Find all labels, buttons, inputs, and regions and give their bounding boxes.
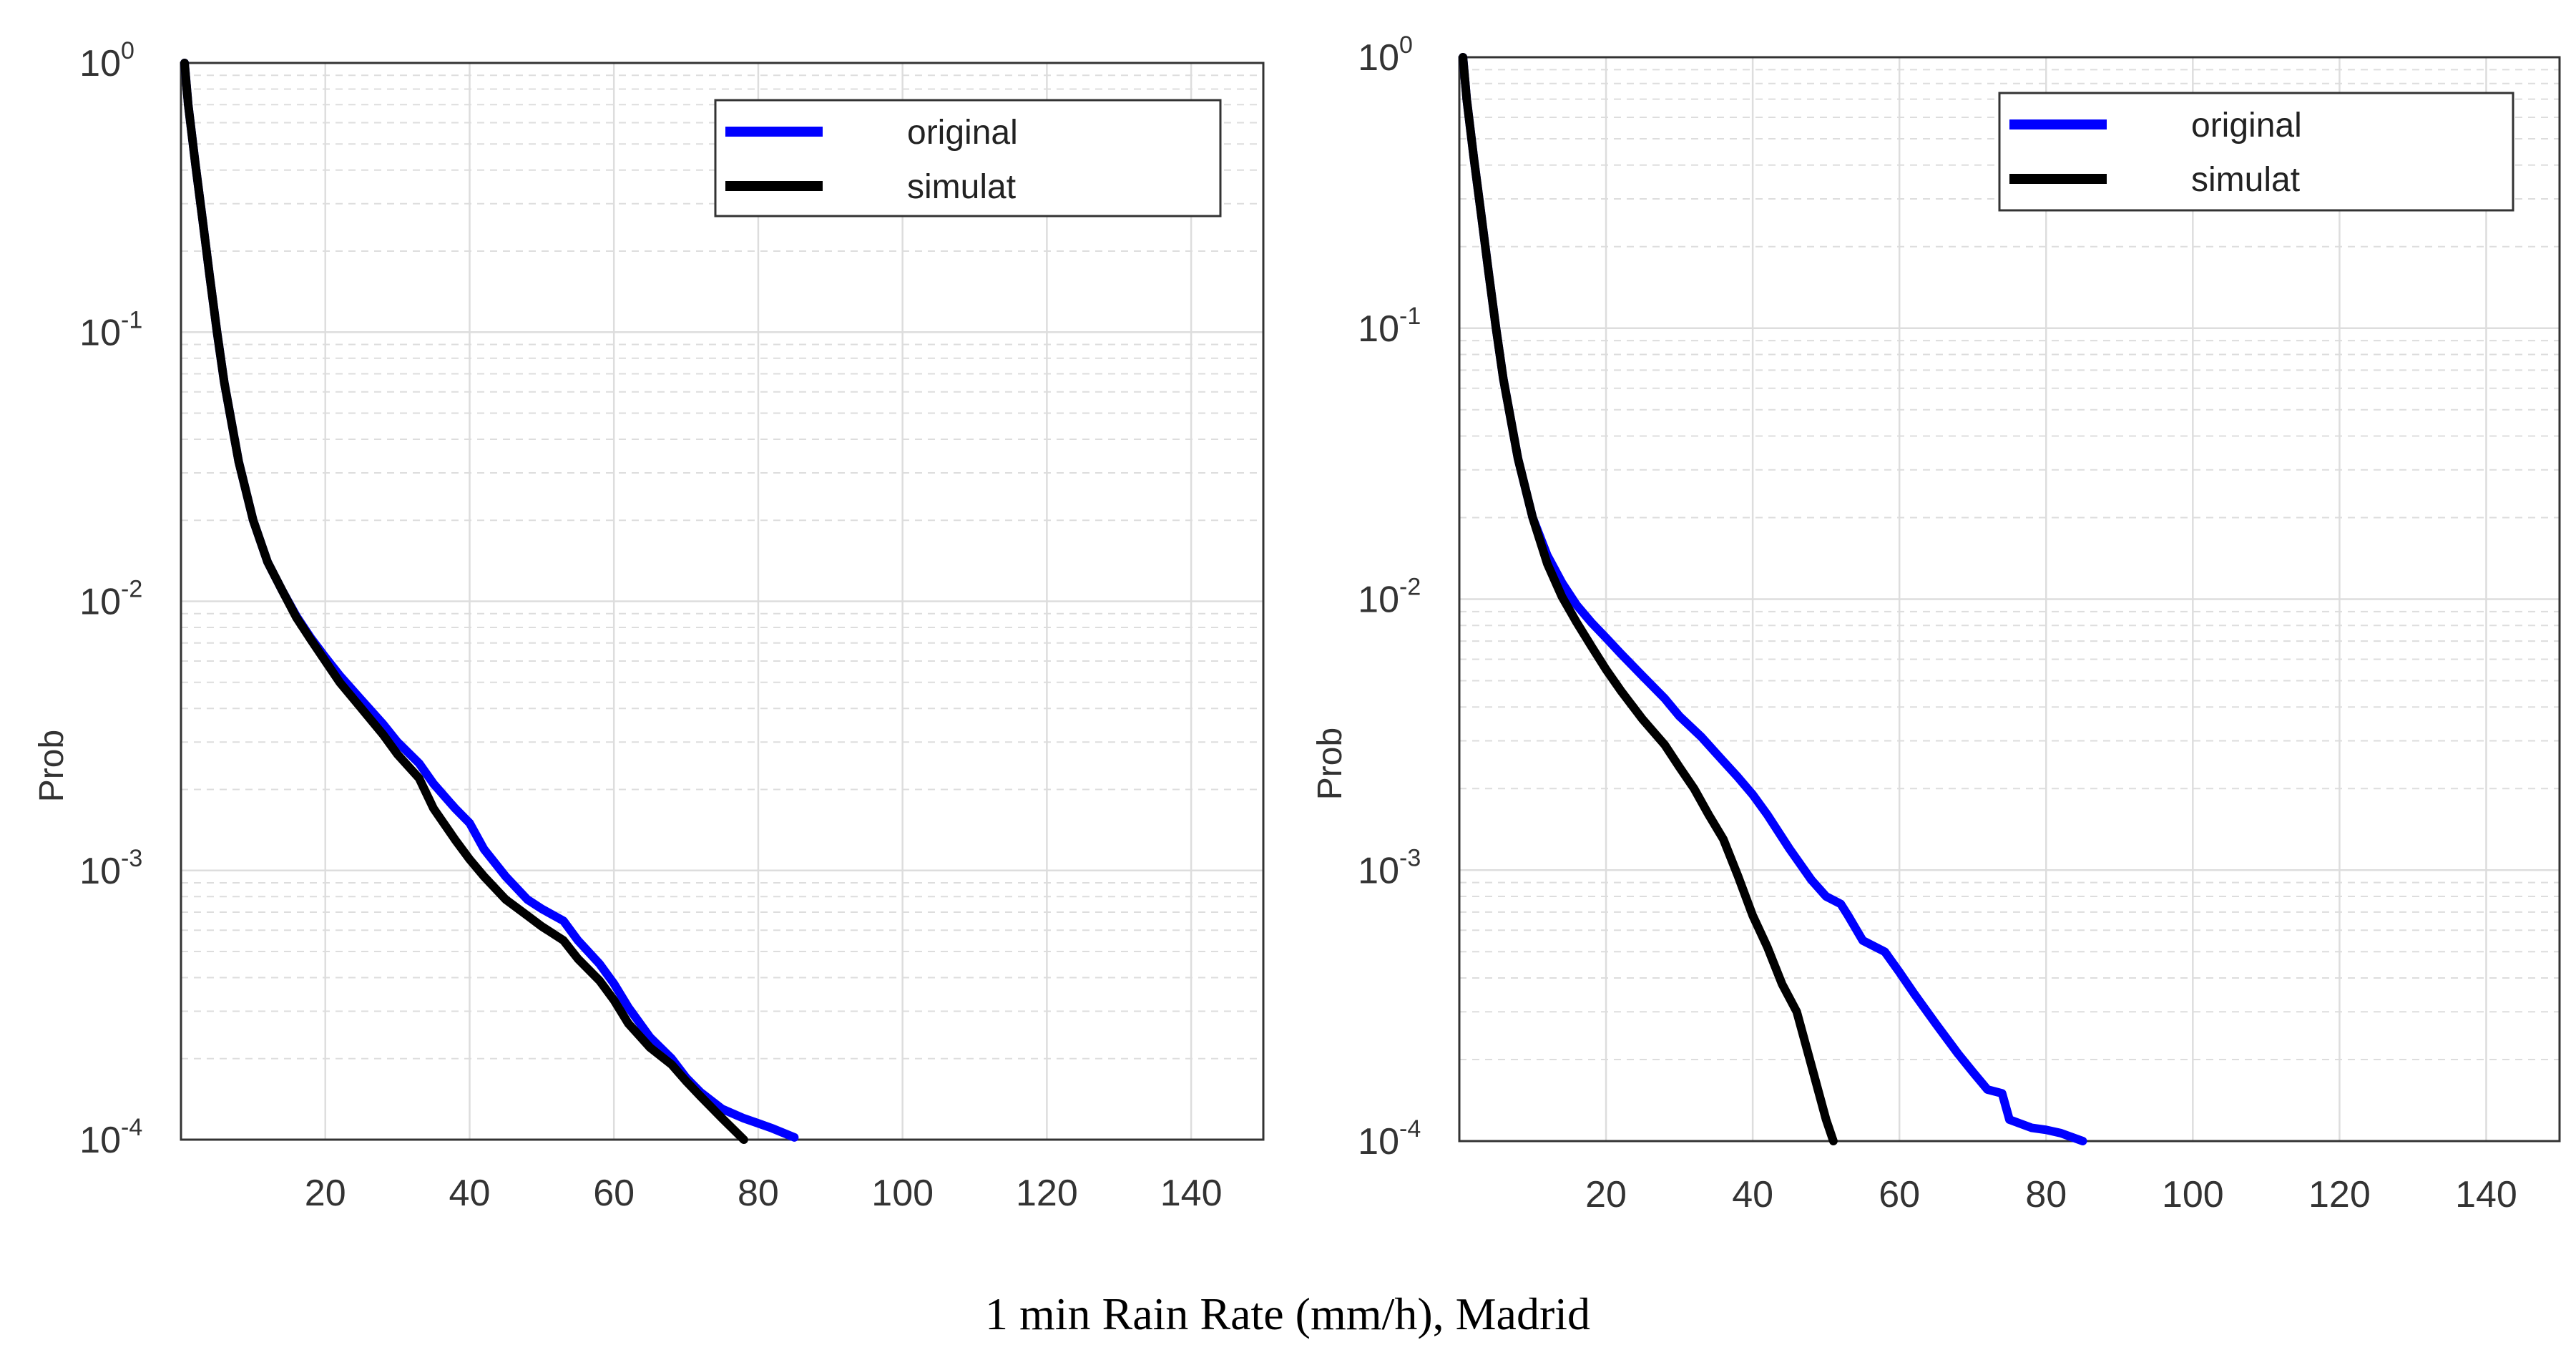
y-tick-label: 10 <box>79 851 121 892</box>
y-tick-exponent: -3 <box>1399 844 1421 871</box>
x-tick-label: 140 <box>1160 1173 1223 1214</box>
y-tick-exponent: -2 <box>121 576 142 603</box>
legend-box <box>714 99 1222 217</box>
legend-label-simulat: simulat <box>907 168 1016 206</box>
y-tick-label: 10 <box>1358 850 1399 891</box>
legend: original simulat <box>714 99 1222 217</box>
legend-label-original: original <box>907 114 1018 152</box>
x-tick-label: 100 <box>2162 1174 2224 1215</box>
legend-label-simulat: simulat <box>2191 161 2300 199</box>
y-tick-label: 10 <box>1358 37 1399 79</box>
grid <box>181 62 1263 1141</box>
axes-frame <box>180 62 1265 1141</box>
y-tick-label: 10 <box>79 43 121 84</box>
x-tick-label: 80 <box>738 1173 779 1214</box>
series-line-simulat <box>180 59 748 1144</box>
y-tick-exponent: -4 <box>1399 1115 1421 1143</box>
y-axis-label: Prob <box>33 730 71 802</box>
y-tick-exponent: -1 <box>1399 303 1421 330</box>
axes-frame <box>1458 56 2561 1143</box>
x-tick-label: 120 <box>1016 1173 1078 1214</box>
x-tick-label: 140 <box>2455 1174 2517 1215</box>
x-tick-label: 100 <box>871 1173 934 1214</box>
y-tick-exponent: 0 <box>121 37 134 64</box>
x-tick-label: 20 <box>1585 1174 1627 1215</box>
legend-box <box>1998 92 2514 212</box>
y-tick-label: 10 <box>79 582 121 623</box>
y-tick-label: 10 <box>1358 308 1399 350</box>
x-tick-label: 60 <box>1879 1174 1920 1215</box>
x-tick-label: 40 <box>449 1173 491 1214</box>
figure-caption: 1 min Rain Rate (mm/h), Madrid <box>985 1288 1590 1339</box>
legend: original simulat <box>1998 92 2514 212</box>
x-tick-label: 80 <box>2025 1174 2067 1215</box>
y-tick-exponent: -2 <box>1399 574 1421 601</box>
y-tick-exponent: -3 <box>121 845 142 872</box>
x-tick-label: 120 <box>2308 1174 2371 1215</box>
y-tick-label: 10 <box>1358 1121 1399 1163</box>
y-tick-label: 10 <box>1358 579 1399 621</box>
series-line-simulat <box>1459 53 1838 1145</box>
y-tick-label: 10 <box>79 312 121 353</box>
y-tick-exponent: -4 <box>121 1114 142 1141</box>
legend-label-original: original <box>2191 107 2302 145</box>
y-tick-exponent: 0 <box>1399 31 1413 59</box>
x-tick-label: 60 <box>593 1173 635 1214</box>
y-tick-exponent: -1 <box>121 306 142 333</box>
y-tick-label: 10 <box>79 1120 121 1161</box>
y-axis-label: Prob <box>1311 728 1349 800</box>
x-tick-label: 20 <box>305 1173 346 1214</box>
x-tick-label: 40 <box>1732 1174 1773 1215</box>
